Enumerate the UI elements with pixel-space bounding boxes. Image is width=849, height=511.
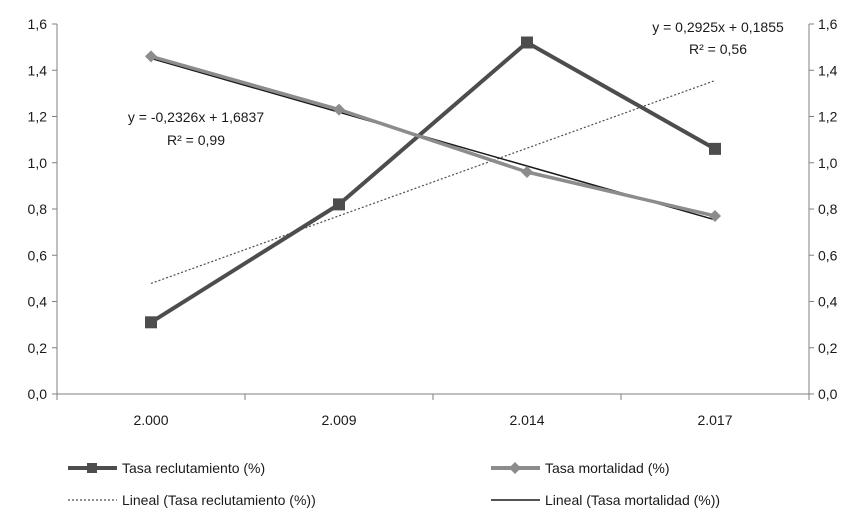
y-axis-left-ticks: 0,0 0,2 0,4 0,6 0,8 1,0 1,2 1,4 1,6 bbox=[28, 16, 57, 402]
y-tick-label-right: 1,4 bbox=[818, 62, 838, 78]
y-tick-label-left: 0,0 bbox=[28, 386, 48, 402]
y-tick-label-left: 1,6 bbox=[28, 16, 48, 32]
data-point-mortalidad bbox=[333, 103, 345, 116]
trend-equation-reclutamiento: y = 0,2925x + 0,1855 bbox=[652, 19, 784, 35]
y-tick-label-right: 1,2 bbox=[818, 109, 838, 125]
y-tick-label-left: 1,4 bbox=[28, 62, 48, 78]
x-axis-ticks: 2.000 2.009 2.014 2.017 bbox=[56, 394, 810, 428]
data-point-mortalidad bbox=[145, 50, 157, 63]
legend-label-trend-reclutamiento: Lineal (Tasa reclutamiento (%)) bbox=[122, 492, 316, 508]
data-point-reclutamiento bbox=[333, 198, 345, 211]
annotations: y = 0,2925x + 0,1855 R² = 0,56 y = -0,23… bbox=[128, 19, 784, 148]
y-tick-label-left: 0,8 bbox=[28, 201, 48, 217]
data-point-reclutamiento bbox=[521, 36, 533, 49]
legend-label-reclutamiento: Tasa reclutamiento (%) bbox=[122, 460, 265, 476]
y-tick-label-left: 0,2 bbox=[28, 340, 48, 356]
series-line-reclutamiento bbox=[149, 40, 716, 325]
data-point-reclutamiento bbox=[709, 142, 721, 155]
y-tick-label-right: 0,2 bbox=[818, 340, 838, 356]
legend-label-trend-mortalidad: Lineal (Tasa mortalidad (%)) bbox=[545, 492, 720, 508]
legend-marker-reclutamiento bbox=[87, 463, 97, 473]
trendlines bbox=[150, 57, 716, 285]
y-tick-label-right: 1,6 bbox=[818, 16, 838, 32]
y-tick-label-right: 0,0 bbox=[818, 386, 838, 402]
y-tick-label-right: 0,8 bbox=[818, 201, 838, 217]
x-tick-label: 2.017 bbox=[697, 412, 732, 428]
y-tick-label-left: 1,2 bbox=[28, 109, 48, 125]
y-tick-label-right: 1,0 bbox=[818, 155, 838, 171]
legend-marker-mortalidad bbox=[509, 462, 521, 474]
series-lines bbox=[145, 36, 721, 329]
y-tick-label-right: 0,4 bbox=[818, 294, 838, 310]
x-tick-label: 2.000 bbox=[133, 412, 168, 428]
y-axis-right-ticks: 0,0 0,2 0,4 0,6 0,8 1,0 1,2 1,4 1,6 bbox=[809, 16, 838, 402]
data-point-reclutamiento bbox=[145, 316, 157, 329]
x-tick-label: 2.014 bbox=[509, 412, 544, 428]
data-point-mortalidad bbox=[521, 166, 533, 178]
plot-frame bbox=[56, 24, 810, 395]
legend-label-mortalidad: Tasa mortalidad (%) bbox=[545, 460, 670, 476]
x-tick-label: 2.009 bbox=[321, 412, 356, 428]
legend: Tasa reclutamiento (%) Tasa mortalidad (… bbox=[68, 460, 720, 508]
series-line-mortalidad bbox=[150, 54, 716, 218]
y-tick-label-left: 0,6 bbox=[28, 247, 48, 263]
y-tick-label-left: 0,4 bbox=[28, 294, 48, 310]
trend-r2-reclutamiento: R² = 0,56 bbox=[689, 41, 747, 57]
trend-r2-mortalidad: R² = 0,99 bbox=[167, 132, 225, 148]
y-tick-label-left: 1,0 bbox=[28, 155, 48, 171]
y-tick-label-right: 0,6 bbox=[818, 247, 838, 263]
trend-equation-mortalidad: y = -0,2326x + 1,6837 bbox=[128, 109, 264, 125]
data-point-mortalidad bbox=[709, 209, 721, 222]
